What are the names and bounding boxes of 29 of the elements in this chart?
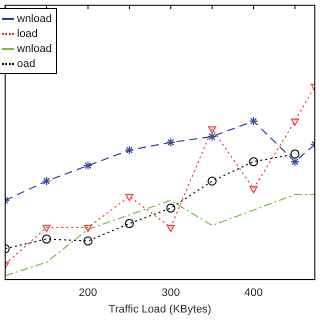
point — [84, 224, 92, 232]
x-axis-title: Traffic Load (KBytes) — [108, 303, 212, 316]
legend-label: wnload — [17, 42, 52, 54]
point — [208, 176, 217, 186]
legend-label: load — [17, 28, 38, 40]
point — [166, 204, 176, 213]
point — [42, 176, 52, 186]
point — [208, 132, 217, 142]
point — [248, 116, 258, 126]
point — [166, 224, 175, 232]
point — [124, 218, 134, 228]
point — [290, 118, 299, 126]
point — [125, 194, 134, 202]
point — [290, 149, 300, 159]
point — [248, 157, 258, 166]
x-tick-label: 400 — [244, 287, 263, 300]
point — [83, 160, 93, 170]
point — [166, 138, 176, 147]
point — [124, 146, 134, 155]
x-tick-label: 200 — [78, 287, 98, 300]
x-tick-label: 300 — [162, 287, 180, 300]
legend-label: wnload — [17, 12, 52, 24]
point — [290, 157, 300, 166]
point — [42, 224, 51, 232]
point — [208, 126, 216, 134]
point — [249, 186, 258, 194]
legend-label: oad — [17, 58, 36, 70]
point — [42, 234, 52, 244]
point — [83, 236, 93, 246]
